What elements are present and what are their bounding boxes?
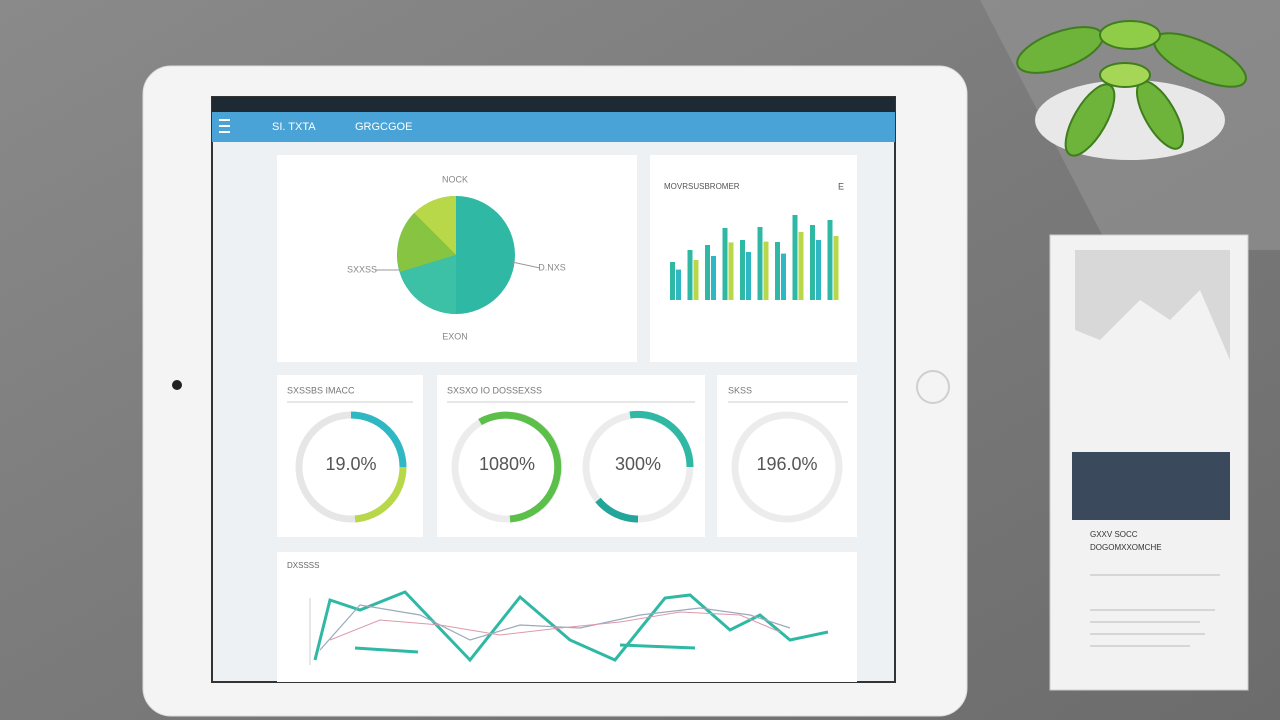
bar-shape: [781, 253, 786, 300]
pie-label: SXXSS: [347, 264, 377, 274]
box-text: GXXV SOCC: [1090, 530, 1138, 539]
bar-group: [670, 215, 839, 300]
bar-shape: [676, 269, 681, 300]
home-button[interactable]: [916, 370, 950, 404]
bar-shape: [693, 260, 699, 300]
bar-shape: [792, 215, 798, 300]
bar-shape: [775, 242, 780, 300]
card-title: SXSXO IO DOSSEXSS: [447, 385, 542, 395]
card: [277, 552, 857, 682]
menu-icon[interactable]: [219, 119, 230, 133]
bar-shape: [827, 220, 833, 300]
box-band: [1072, 452, 1230, 520]
camera: [172, 380, 182, 390]
line-plot: [309, 590, 829, 665]
bar-shape: [746, 252, 751, 300]
card-title: SKSS: [728, 385, 752, 395]
bar-shape: [740, 240, 745, 300]
header-title: SI. TXTA: [272, 121, 316, 133]
donut-value: 196.0%: [756, 454, 817, 474]
donut-value: 1080%: [479, 454, 535, 474]
bar-shape: [687, 250, 693, 300]
pot: [1035, 80, 1225, 160]
bar-shape: [810, 225, 815, 300]
bar-shape: [798, 232, 804, 300]
header-bar: [212, 112, 895, 142]
box-shadow: [1075, 250, 1230, 360]
card-title: SXSSBS IMACC: [287, 385, 355, 395]
card-corner: E: [838, 181, 844, 191]
plant: [1016, 20, 1247, 157]
donuts: [287, 401, 848, 523]
card-title: DXSSSS: [287, 561, 319, 570]
bar-shape: [722, 228, 728, 300]
bar-shape: [757, 227, 763, 300]
box-lines: [1090, 574, 1220, 647]
card-title: NOCK: [442, 174, 468, 184]
header-subtitle: GRGCGOE: [355, 121, 412, 133]
status-bar: [212, 97, 895, 112]
bar-shape: [833, 236, 839, 300]
bar-shape: [711, 256, 716, 300]
box-text: DOGOMXXOMCHE: [1090, 543, 1162, 552]
card-title: MOVRSUSBROMER: [664, 182, 740, 191]
donut-value: 300%: [615, 454, 661, 474]
pie-label: EXON: [442, 331, 468, 341]
bar-shape: [763, 241, 769, 300]
pie-label: D.NXS: [538, 262, 566, 272]
bar-shape: [816, 240, 821, 300]
donut-value: 19.0%: [325, 454, 376, 474]
bar-shape: [728, 242, 734, 300]
pie: [375, 195, 541, 314]
bar-shape: [670, 262, 675, 300]
card: [650, 155, 857, 362]
bar-shape: [705, 245, 710, 300]
